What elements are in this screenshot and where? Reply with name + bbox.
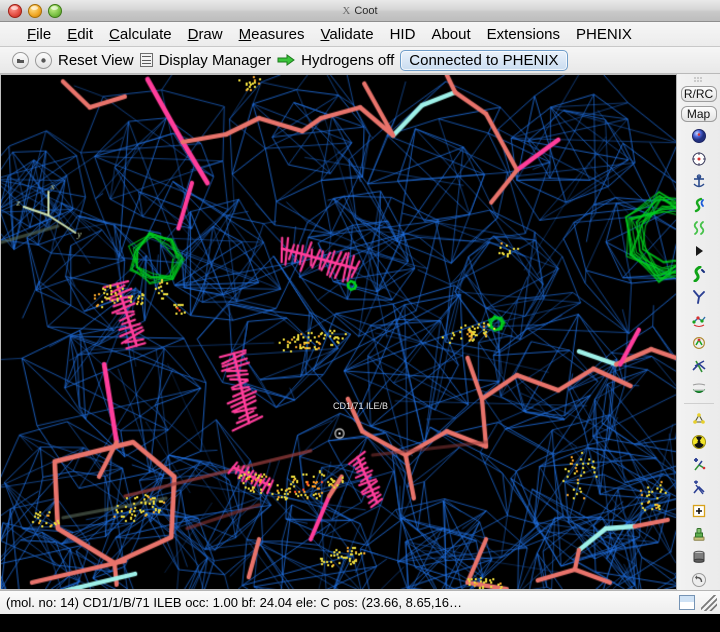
tool-sidebar: R/RC Map — [676, 74, 720, 590]
rrc-button[interactable]: R/RC — [680, 86, 717, 102]
resize-grip[interactable] — [701, 594, 717, 611]
x-logo-icon: X — [342, 4, 351, 17]
window-title-text: Coot — [354, 4, 378, 17]
menu-about[interactable]: About — [431, 25, 471, 43]
menu-extensions[interactable]: Extensions — [486, 25, 561, 43]
add-atom-icon[interactable] — [686, 499, 712, 522]
hydrogens-icon[interactable] — [277, 53, 296, 67]
menu-validate[interactable]: Validate — [320, 25, 374, 43]
radiation-icon[interactable] — [686, 430, 712, 453]
menu-edit[interactable]: Edit — [67, 25, 94, 43]
status-bar: (mol. no: 14) CD1/1/B/71 ILEB occ: 1.00 … — [0, 590, 720, 614]
torsion-general-icon[interactable] — [686, 377, 712, 400]
bottom-strip — [0, 614, 720, 632]
map-button[interactable]: Map — [680, 106, 717, 122]
menu-measures[interactable]: Measures — [238, 25, 305, 43]
title-bar: X Coot — [0, 0, 720, 22]
display-manager-button[interactable]: Display Manager — [158, 51, 272, 69]
main-toolbar: Reset View Display Manager Hydrogens off… — [0, 47, 720, 74]
display-manager-icon[interactable] — [139, 53, 153, 67]
target-icon[interactable] — [35, 51, 52, 69]
sidebar-divider-1 — [683, 403, 714, 404]
ribbon-single-icon[interactable] — [686, 193, 712, 216]
open-coords-icon[interactable] — [12, 51, 29, 69]
trash-icon[interactable] — [686, 545, 712, 568]
edit-chi-icon[interactable] — [686, 354, 712, 377]
minimize-button[interactable] — [28, 3, 42, 18]
status-text: (mol. no: 14) CD1/1/B/71 ILEB occ: 1.00 … — [6, 595, 462, 610]
status-indicator-icon[interactable] — [679, 595, 695, 610]
menu-draw[interactable]: Draw — [187, 25, 223, 43]
flip-peptide-icon[interactable] — [686, 308, 712, 331]
menu-calculate[interactable]: Calculate — [109, 25, 172, 43]
sidebar-grip[interactable] — [693, 77, 704, 82]
window-controls — [0, 3, 62, 18]
hydrogens-toggle-button[interactable]: Hydrogens off — [301, 51, 395, 69]
side-chain-180-icon[interactable] — [686, 331, 712, 354]
sidebar-icon-group-2 — [677, 407, 720, 590]
close-button[interactable] — [8, 3, 22, 18]
menu-hid[interactable]: HID — [389, 25, 416, 43]
mutate-auto-fit-icon[interactable] — [686, 407, 712, 430]
molecular-graphics-viewport[interactable]: CD1/71 ILE/B — [0, 74, 676, 590]
menu-phenix[interactable]: PHENIX — [576, 25, 632, 43]
fit-residue-icon[interactable] — [686, 262, 712, 285]
add-alt-conf-icon[interactable] — [686, 476, 712, 499]
undo-icon[interactable] — [686, 568, 712, 590]
menu-file[interactable]: File — [27, 25, 52, 43]
add-terminal-residue-icon[interactable] — [686, 453, 712, 476]
menu-bar: File Edit Calculate Draw Measures Valida… — [0, 22, 720, 47]
pointer-icon[interactable] — [686, 239, 712, 262]
phenix-status-button[interactable]: Connected to PHENIX — [400, 49, 568, 71]
crosshair-icon[interactable] — [686, 147, 712, 170]
sidebar-icon-group-1 — [677, 124, 720, 400]
anchor-rotate-icon[interactable] — [686, 170, 712, 193]
rotamer-icon[interactable] — [686, 285, 712, 308]
sphere-icon[interactable] — [686, 124, 712, 147]
ribbon-double-icon[interactable] — [686, 216, 712, 239]
window-title: X Coot — [0, 5, 720, 17]
reset-view-button[interactable]: Reset View — [58, 51, 134, 69]
stamp-icon[interactable] — [686, 522, 712, 545]
zoom-button[interactable] — [48, 3, 62, 18]
gl-canvas[interactable] — [1, 75, 676, 589]
main-body: CD1/71 ILE/B R/RC Map — [0, 74, 720, 590]
